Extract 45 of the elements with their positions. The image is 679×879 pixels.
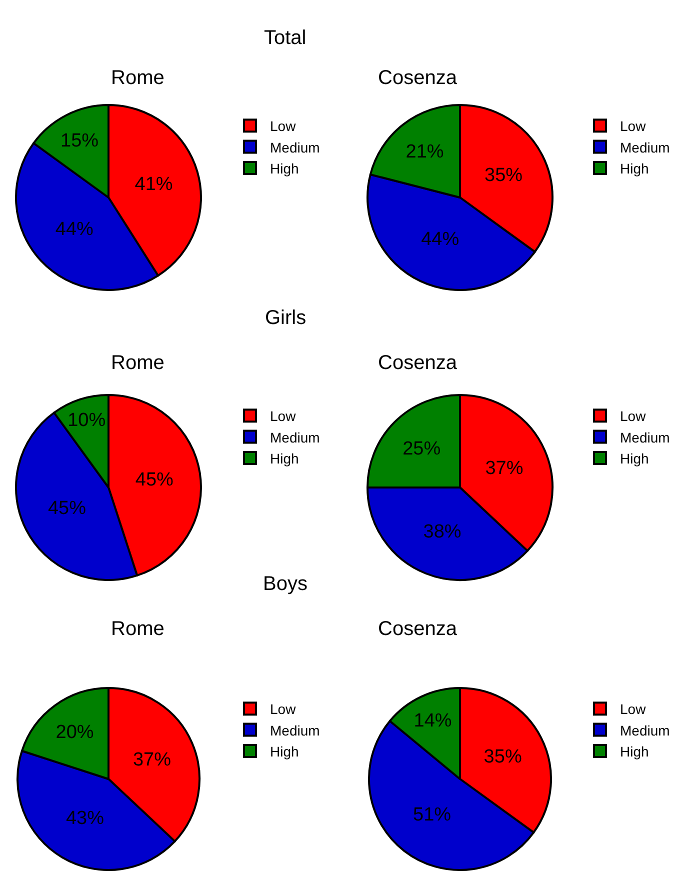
legend-label: High xyxy=(620,160,649,176)
legend-label: Low xyxy=(620,701,647,718)
chart-title: Rome xyxy=(111,352,164,374)
data-label: 51% xyxy=(413,804,452,826)
chart-title: Rome xyxy=(111,618,164,640)
legend-label: High xyxy=(270,743,299,760)
legend-label: Medium xyxy=(270,429,320,446)
data-label: 41% xyxy=(134,174,173,195)
legend-label: Medium xyxy=(620,429,670,446)
data-label: 35% xyxy=(484,746,522,768)
legend-label: High xyxy=(270,160,299,176)
data-label: 45% xyxy=(135,470,174,491)
legend-label: High xyxy=(620,743,649,760)
data-label: 20% xyxy=(56,722,94,744)
legend-label: Medium xyxy=(270,139,320,156)
data-label: 38% xyxy=(423,522,462,543)
legend-label: Low xyxy=(270,118,297,134)
data-label: 21% xyxy=(406,142,444,163)
legend-label: Medium xyxy=(620,722,670,738)
text: Girls xyxy=(265,307,306,329)
data-label: 37% xyxy=(485,458,524,479)
chart-title: Rome xyxy=(111,67,164,89)
legend-label: Medium xyxy=(620,139,670,156)
data-label: 35% xyxy=(484,164,523,186)
data-label: 44% xyxy=(421,229,460,250)
legend-label: Low xyxy=(270,408,297,424)
legend-label: Medium xyxy=(270,722,320,738)
data-label: 10% xyxy=(68,410,106,431)
data-label: 43% xyxy=(66,808,104,830)
legend-label: Low xyxy=(620,118,647,134)
chart-title: Cosenza xyxy=(378,67,458,89)
text: Total xyxy=(264,27,306,49)
data-label: 44% xyxy=(55,218,94,240)
legend-label: High xyxy=(270,450,299,466)
data-label: 25% xyxy=(402,438,441,460)
chart-title: Cosenza xyxy=(378,618,458,640)
text: Boys xyxy=(263,573,308,595)
legend-label: High xyxy=(620,450,649,466)
data-label: 45% xyxy=(48,498,86,520)
legend-label: Low xyxy=(620,408,647,424)
data-label: 15% xyxy=(60,130,99,152)
data-label: 14% xyxy=(414,710,452,732)
chart-title: Cosenza xyxy=(378,352,458,374)
data-label: 37% xyxy=(132,750,172,771)
legend-label: Low xyxy=(270,701,297,718)
